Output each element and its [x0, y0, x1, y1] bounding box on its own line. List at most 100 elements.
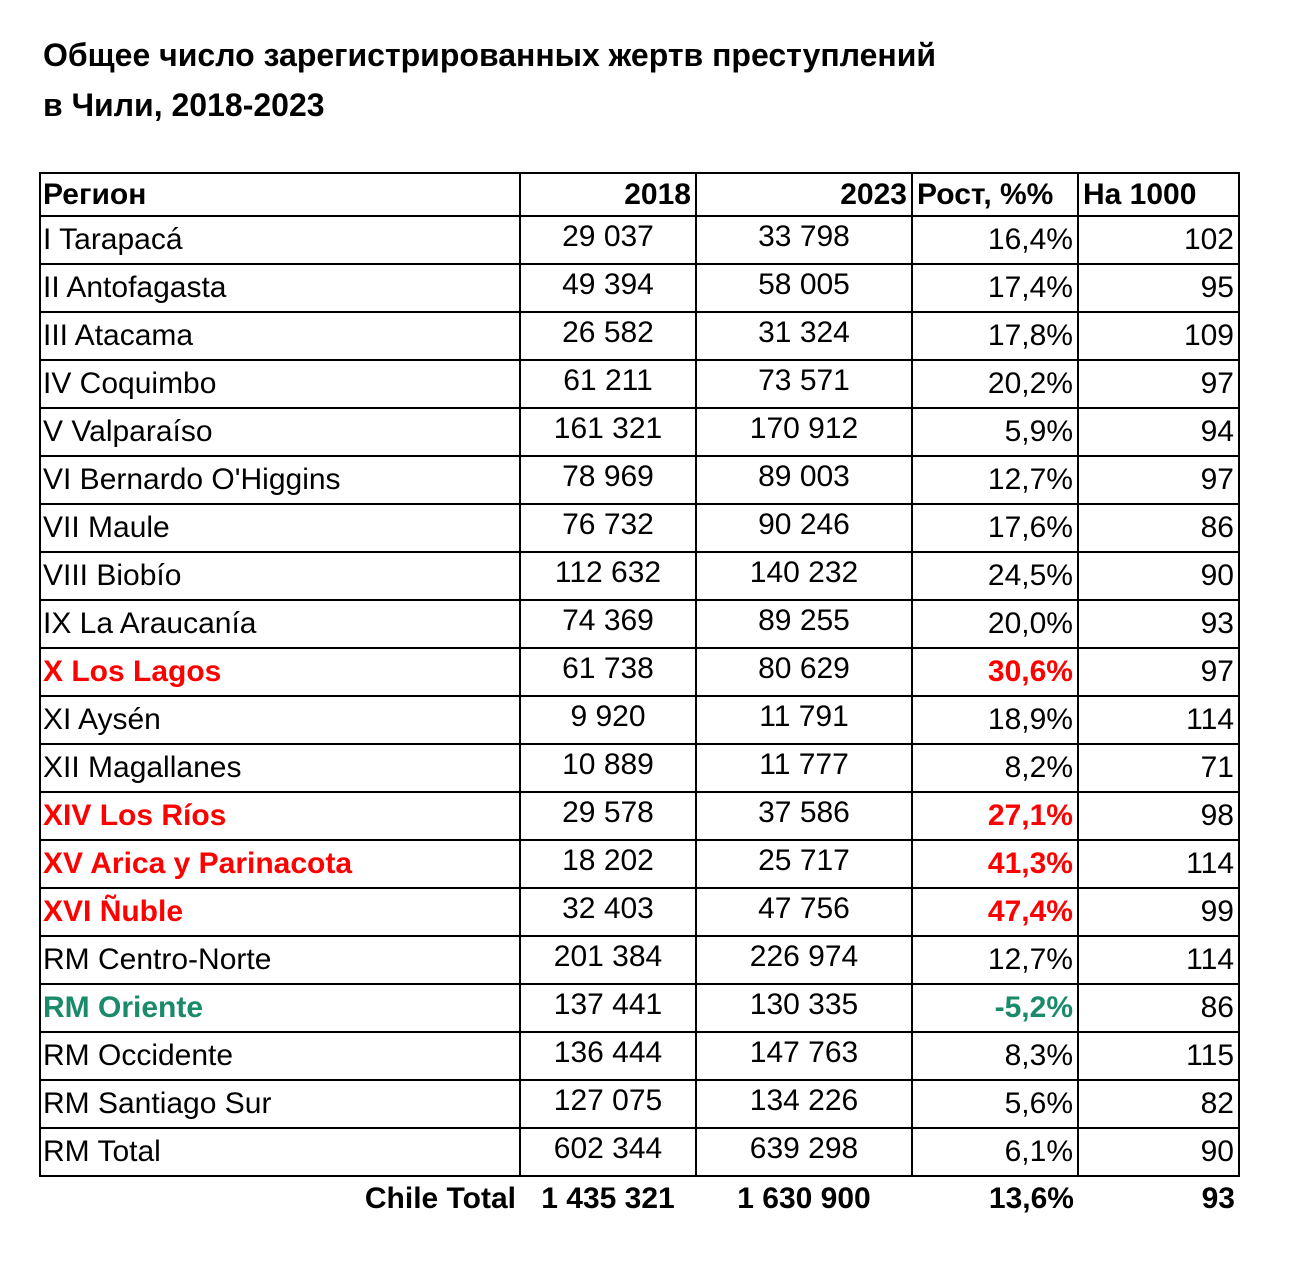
value-2023: 89 255	[695, 599, 913, 649]
table-row: RM Santiago Sur 127 075 134 226 5,6% 82	[39, 1079, 1240, 1129]
per1000-cell: 102	[1077, 215, 1240, 265]
growth-cell: 20,2%	[911, 359, 1079, 409]
growth-cell: 12,7%	[911, 455, 1079, 505]
value-2018: 78 969	[519, 455, 697, 505]
table-row: RM Centro-Norte 201 384 226 974 12,7% 114	[39, 935, 1240, 985]
table-row: XII Magallanes 10 889 11 777 8,2% 71	[39, 743, 1240, 793]
region-cell: RM Santiago Sur	[39, 1079, 521, 1129]
value-2023: 47 756	[695, 887, 913, 937]
region-cell: XII Magallanes	[39, 743, 521, 793]
value-2018: 112 632	[519, 551, 697, 601]
growth-cell: 27,1%	[911, 791, 1079, 841]
header-2018: 2018	[519, 172, 697, 217]
value-2023: 73 571	[695, 359, 913, 409]
region-cell: IV Coquimbo	[39, 359, 521, 409]
value-2023: 11 777	[695, 743, 913, 793]
per1000-cell: 115	[1077, 1031, 1240, 1081]
growth-cell: 5,9%	[911, 407, 1079, 457]
per1000-cell: 114	[1077, 695, 1240, 745]
value-2023: 37 586	[695, 791, 913, 841]
growth-cell: 18,9%	[911, 695, 1079, 745]
table-row: IX La Araucanía 74 369 89 255 20,0% 93	[39, 599, 1240, 649]
table-row: RM Total 602 344 639 298 6,1% 90	[39, 1127, 1240, 1177]
header-per1000: На 1000	[1077, 172, 1240, 217]
total-2018: 1 435 321	[541, 1182, 675, 1215]
total-row: Chile Total 1 435 321 1 630 900 13,6% 93	[40, 1176, 1239, 1221]
growth-cell: 17,8%	[911, 311, 1079, 361]
growth-cell: 16,4%	[911, 215, 1079, 265]
per1000-cell: 97	[1077, 359, 1240, 409]
total-2023: 1 630 900	[737, 1182, 871, 1215]
value-2023: 25 717	[695, 839, 913, 889]
value-2018: 201 384	[519, 935, 697, 985]
total-label: Chile Total	[364, 1182, 516, 1215]
value-2018: 602 344	[519, 1127, 697, 1177]
region-cell: VII Maule	[39, 503, 521, 553]
region-cell: II Antofagasta	[39, 263, 521, 313]
per1000-cell: 71	[1077, 743, 1240, 793]
value-2023: 140 232	[695, 551, 913, 601]
value-2018: 76 732	[519, 503, 697, 553]
growth-cell: 17,6%	[911, 503, 1079, 553]
value-2023: 130 335	[695, 983, 913, 1033]
per1000-cell: 82	[1077, 1079, 1240, 1129]
per1000-cell: 86	[1077, 503, 1240, 553]
value-2018: 61 738	[519, 647, 697, 697]
value-2023: 58 005	[695, 263, 913, 313]
value-2023: 80 629	[695, 647, 913, 697]
value-2018: 9 920	[519, 695, 697, 745]
growth-cell: 8,2%	[911, 743, 1079, 793]
value-2023: 89 003	[695, 455, 913, 505]
table-row: X Los Lagos 61 738 80 629 30,6% 97	[39, 647, 1240, 697]
per1000-cell: 86	[1077, 983, 1240, 1033]
value-2023: 147 763	[695, 1031, 913, 1081]
per1000-cell: 94	[1077, 407, 1240, 457]
total-per1000: 93	[1201, 1182, 1235, 1215]
value-2023: 90 246	[695, 503, 913, 553]
region-cell: X Los Lagos	[39, 647, 521, 697]
table-row: VI Bernardo O'Higgins 78 969 89 003 12,7% 97	[39, 455, 1240, 505]
per1000-cell: 93	[1077, 599, 1240, 649]
growth-cell: 24,5%	[911, 551, 1079, 601]
region-cell: XIV Los Ríos	[39, 791, 521, 841]
per1000-cell: 90	[1077, 1127, 1240, 1177]
value-2023: 226 974	[695, 935, 913, 985]
per1000-cell: 97	[1077, 455, 1240, 505]
value-2023: 134 226	[695, 1079, 913, 1129]
page-title: Общее число зарегистрированных жертв пре…	[43, 37, 937, 123]
per1000-cell: 95	[1077, 263, 1240, 313]
value-2023: 639 298	[695, 1127, 913, 1177]
value-2023: 31 324	[695, 311, 913, 361]
table-row: RM Occidente 136 444 147 763 8,3% 115	[39, 1031, 1240, 1081]
per1000-cell: 114	[1077, 935, 1240, 985]
value-2018: 161 321	[519, 407, 697, 457]
value-2018: 127 075	[519, 1079, 697, 1129]
region-cell: RM Occidente	[39, 1031, 521, 1081]
region-cell: RM Total	[39, 1127, 521, 1177]
growth-cell: 41,3%	[911, 839, 1079, 889]
per1000-cell: 90	[1077, 551, 1240, 601]
growth-cell: 17,4%	[911, 263, 1079, 313]
growth-cell: 47,4%	[911, 887, 1079, 937]
growth-cell: 30,6%	[911, 647, 1079, 697]
value-2018: 49 394	[519, 263, 697, 313]
per1000-cell: 109	[1077, 311, 1240, 361]
region-cell: RM Oriente	[39, 983, 521, 1033]
header-growth: Рост, %%	[911, 172, 1079, 217]
data-table: Регион 2018 2023 Рост, %% На 1000 I Tara…	[39, 172, 1240, 1221]
per1000-cell: 98	[1077, 791, 1240, 841]
value-2018: 32 403	[519, 887, 697, 937]
value-2023: 11 791	[695, 695, 913, 745]
table-row: III Atacama 26 582 31 324 17,8% 109	[39, 311, 1240, 361]
region-cell: RM Centro-Norte	[39, 935, 521, 985]
table-row: IV Coquimbo 61 211 73 571 20,2% 97	[39, 359, 1240, 409]
table-row: XV Arica y Parinacota 18 202 25 717 41,3% 11…	[39, 839, 1240, 889]
value-2018: 29 037	[519, 215, 697, 265]
table-row: XVI Ñuble 32 403 47 756 47,4% 99	[39, 887, 1240, 937]
value-2018: 137 441	[519, 983, 697, 1033]
table-row: V Valparaíso 161 321 170 912 5,9% 94	[39, 407, 1240, 457]
table-row: XI Aysén 9 920 11 791 18,9% 114	[39, 695, 1240, 745]
region-cell: III Atacama	[39, 311, 521, 361]
growth-cell: -5,2%	[911, 983, 1079, 1033]
header-row: Регион 2018 2023 Рост, %% На 1000	[39, 172, 1240, 217]
